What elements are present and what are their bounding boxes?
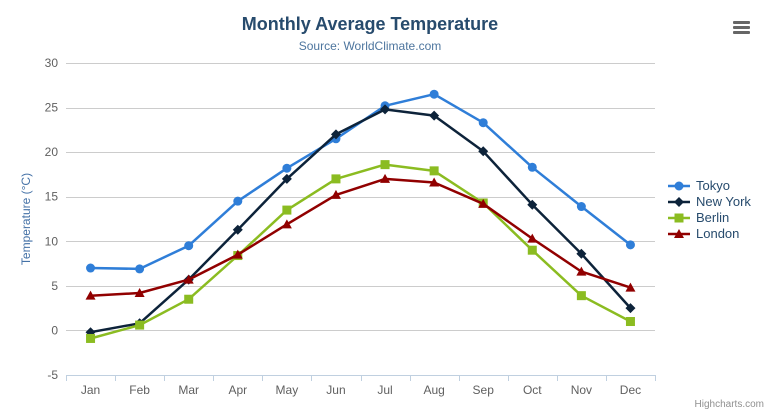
diamond-marker-icon[interactable] (576, 248, 587, 259)
series-london[interactable] (85, 173, 636, 300)
legend-label: London (696, 226, 740, 241)
series-line (89, 92, 632, 271)
triangle-marker-icon[interactable] (429, 177, 440, 187)
diamond-marker-icon (674, 196, 684, 207)
x-axis-tick-label: Apr (228, 383, 247, 397)
x-axis-tick-label: Feb (129, 383, 150, 397)
square-marker-icon[interactable] (576, 291, 586, 301)
diamond-marker-icon[interactable] (232, 224, 243, 235)
diamond-marker-icon[interactable] (330, 129, 341, 140)
x-axis-tick-label: Nov (571, 383, 592, 397)
x-axis-tick-label: Dec (620, 383, 641, 397)
circle-marker-icon (674, 181, 684, 190)
hamburger-icon (733, 31, 750, 34)
x-axis-tick-label: Jul (377, 383, 392, 397)
y-axis-tick-label: -5 (47, 368, 58, 382)
triangle-marker-icon[interactable] (625, 282, 636, 292)
square-marker-icon[interactable] (331, 174, 341, 184)
x-axis-tick-label: Mar (178, 383, 199, 397)
triangle-marker-icon[interactable] (183, 274, 194, 284)
legend-label: Tokyo (696, 178, 730, 193)
triangle-marker-icon[interactable] (85, 290, 96, 300)
triangle-marker-icon[interactable] (330, 189, 341, 199)
legend-item-new-york[interactable]: New York (667, 194, 751, 209)
diamond-marker-icon[interactable] (527, 199, 538, 210)
y-axis-tick-label: 20 (45, 145, 59, 159)
y-axis-tick-label: 5 (51, 279, 58, 293)
x-axis-tick-label: Oct (523, 383, 542, 397)
series-tokyo[interactable] (86, 89, 635, 274)
diamond-marker-icon[interactable] (380, 104, 391, 115)
diamond-marker-icon[interactable] (478, 146, 489, 157)
diamond-marker-icon[interactable] (429, 110, 440, 121)
square-marker-icon[interactable] (86, 333, 96, 343)
square-marker-icon[interactable] (380, 160, 390, 170)
export-menu-button[interactable] (733, 21, 750, 34)
square-marker-icon (674, 213, 684, 222)
x-axis-tick-label: Jan (81, 383, 100, 397)
circle-marker-icon[interactable] (233, 196, 243, 206)
triangle-marker-icon (674, 228, 684, 238)
legend-label: New York (696, 194, 751, 209)
square-marker-icon[interactable] (429, 166, 439, 176)
circle-marker-icon[interactable] (527, 162, 537, 172)
legend-marker-triangle-icon (667, 228, 691, 240)
circle-marker-icon[interactable] (478, 118, 488, 128)
series-line (89, 163, 632, 340)
x-axis-tick-label: May (276, 383, 299, 397)
series-line (89, 177, 632, 297)
triangle-marker-icon[interactable] (380, 173, 391, 183)
square-marker-icon[interactable] (527, 245, 537, 255)
diamond-marker-icon[interactable] (281, 173, 292, 184)
legend-marker-square-icon (667, 212, 691, 224)
circle-marker-icon[interactable] (625, 240, 635, 250)
chart-title: Monthly Average Temperature (241, 14, 499, 34)
y-axis-tick-label: 30 (45, 56, 59, 70)
triangle-marker-icon[interactable] (134, 287, 145, 297)
triangle-marker-icon[interactable] (576, 266, 587, 276)
circle-marker-icon[interactable] (184, 241, 194, 251)
y-axis-tick-label: 10 (45, 234, 59, 248)
triangle-marker-icon[interactable] (281, 219, 292, 229)
y-axis-tick-label: 0 (51, 323, 58, 337)
x-axis-tick-label: Aug (423, 383, 444, 397)
circle-marker-icon[interactable] (429, 89, 439, 99)
circle-marker-icon[interactable] (282, 163, 292, 173)
series-line (89, 108, 632, 334)
triangle-marker-icon[interactable] (232, 249, 243, 259)
hamburger-icon (733, 21, 750, 24)
y-axis-tick-label: 25 (45, 101, 59, 115)
series-new-york[interactable] (85, 104, 636, 338)
legend-marker-circle-icon (667, 180, 691, 192)
legend-label: Berlin (696, 210, 730, 225)
triangle-marker-icon[interactable] (478, 198, 489, 208)
triangle-marker-icon[interactable] (527, 233, 538, 243)
circle-marker-icon[interactable] (135, 264, 145, 274)
circle-marker-icon[interactable] (576, 202, 586, 212)
square-marker-icon[interactable] (282, 205, 292, 215)
legend-marker-diamond-icon (667, 196, 691, 208)
x-axis-tick-label: Sep (473, 383, 495, 397)
circle-marker-icon[interactable] (86, 263, 96, 273)
diamond-marker-icon[interactable] (625, 303, 636, 314)
y-axis-tick-label: 15 (45, 190, 59, 204)
legend-item-london[interactable]: London (667, 226, 751, 241)
hamburger-icon (733, 26, 750, 29)
square-marker-icon[interactable] (135, 320, 145, 330)
legend-item-tokyo[interactable]: Tokyo (667, 178, 751, 193)
square-marker-icon[interactable] (184, 294, 194, 304)
highcharts-credits-link[interactable]: Highcharts.com (694, 399, 764, 410)
legend-item-berlin[interactable]: Berlin (667, 210, 751, 225)
legend: Tokyo New York Berlin London (667, 178, 751, 241)
chart-subtitle: Source: WorldClimate.com (298, 39, 442, 53)
square-marker-icon[interactable] (625, 317, 635, 327)
y-axis-title: Temperature (°C) (19, 173, 33, 265)
x-axis-tick-label: Jun (326, 383, 345, 397)
